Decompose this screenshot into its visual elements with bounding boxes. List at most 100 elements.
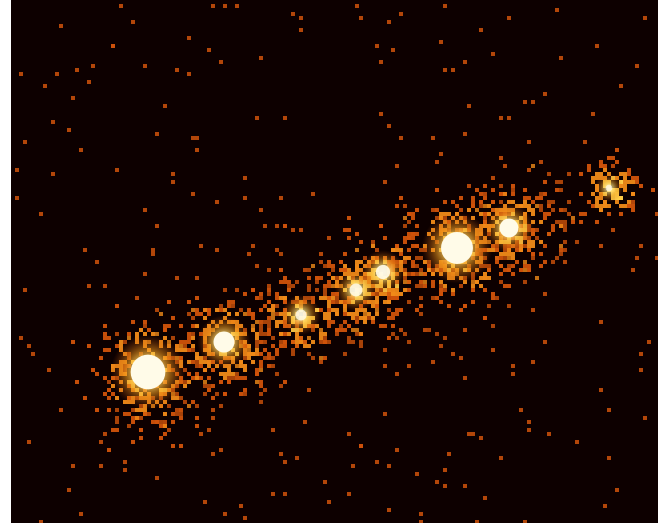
noise-pixel bbox=[559, 56, 563, 60]
noise-pixel bbox=[327, 340, 331, 344]
noise-pixel bbox=[635, 176, 639, 180]
noise-pixel bbox=[323, 332, 327, 336]
noise-pixel bbox=[579, 192, 583, 196]
noise-pixel bbox=[419, 272, 423, 276]
noise-pixel bbox=[303, 268, 307, 272]
noise-pixel bbox=[195, 324, 199, 328]
noise-pixel bbox=[527, 204, 531, 208]
noise-pixel bbox=[387, 336, 391, 340]
noise-pixel bbox=[359, 240, 363, 244]
noise-pixel bbox=[363, 320, 367, 324]
noise-pixel bbox=[619, 196, 623, 200]
noise-pixel bbox=[443, 288, 447, 292]
noise-pixel bbox=[319, 356, 323, 360]
noise-pixel bbox=[131, 20, 135, 24]
noise-pixel bbox=[327, 272, 331, 276]
noise-pixel bbox=[359, 340, 363, 344]
noise-pixel bbox=[603, 504, 607, 508]
noise-pixel bbox=[563, 208, 567, 212]
noise-pixel bbox=[91, 64, 95, 68]
noise-pixel bbox=[483, 276, 487, 280]
noise-pixel bbox=[419, 296, 423, 300]
noise-pixel bbox=[491, 188, 495, 192]
noise-pixel bbox=[139, 416, 143, 420]
noise-pixel bbox=[623, 204, 627, 208]
noise-pixel bbox=[395, 244, 399, 248]
noise-pixel bbox=[283, 460, 287, 464]
noise-pixel bbox=[635, 180, 639, 184]
noise-pixel bbox=[559, 244, 563, 248]
noise-pixel bbox=[179, 340, 183, 344]
noise-pixel bbox=[299, 228, 303, 232]
noise-pixel bbox=[183, 380, 187, 384]
noise-pixel bbox=[511, 252, 515, 256]
noise-pixel bbox=[403, 276, 407, 280]
noise-pixel bbox=[143, 324, 147, 328]
noise-pixel bbox=[303, 344, 307, 348]
noise-pixel bbox=[279, 252, 283, 256]
noise-pixel bbox=[251, 312, 255, 316]
noise-pixel bbox=[295, 344, 299, 348]
noise-pixel bbox=[439, 288, 443, 292]
noise-pixel bbox=[223, 288, 227, 292]
noise-pixel bbox=[151, 248, 155, 252]
noise-pixel bbox=[399, 196, 403, 200]
noise-pixel bbox=[355, 328, 359, 332]
noise-pixel bbox=[19, 72, 23, 76]
noise-pixel bbox=[343, 264, 347, 268]
noise-pixel bbox=[415, 208, 419, 212]
noise-pixel bbox=[443, 200, 447, 204]
noise-pixel bbox=[399, 328, 403, 332]
noise-pixel bbox=[355, 264, 359, 268]
noise-pixel bbox=[531, 208, 535, 212]
noise-pixel bbox=[499, 280, 503, 284]
noise-pixel bbox=[323, 288, 327, 292]
noise-pixel bbox=[307, 388, 311, 392]
noise-pixel bbox=[103, 376, 107, 380]
noise-pixel bbox=[171, 336, 175, 340]
noise-pixel bbox=[371, 320, 375, 324]
noise-pixel bbox=[271, 356, 275, 360]
noise-pixel bbox=[527, 268, 531, 272]
noise-pixel bbox=[199, 312, 203, 316]
noise-pixel bbox=[607, 456, 611, 460]
noise-pixel bbox=[239, 364, 243, 368]
noise-pixel bbox=[631, 268, 635, 272]
noise-pixel bbox=[311, 264, 315, 268]
noise-pixel bbox=[211, 416, 215, 420]
noise-pixel bbox=[219, 448, 223, 452]
noise-pixel bbox=[123, 412, 127, 416]
noise-pixel bbox=[319, 332, 323, 336]
noise-pixel bbox=[67, 128, 71, 132]
noise-pixel bbox=[179, 396, 183, 400]
noise-pixel bbox=[407, 220, 411, 224]
noise-pixel bbox=[267, 332, 271, 336]
noise-pixel bbox=[179, 348, 183, 352]
noise-pixel bbox=[463, 60, 467, 64]
noise-pixel bbox=[263, 320, 267, 324]
noise-pixel bbox=[567, 212, 571, 216]
noise-pixel bbox=[319, 260, 323, 264]
noise-pixel bbox=[503, 164, 507, 168]
noise-pixel bbox=[279, 332, 283, 336]
noise-pixel bbox=[511, 188, 515, 192]
noise-pixel bbox=[203, 384, 207, 388]
noise-pixel bbox=[371, 316, 375, 320]
noise-pixel bbox=[227, 368, 231, 372]
noise-pixel bbox=[195, 356, 199, 360]
noise-pixel bbox=[99, 440, 103, 444]
noise-pixel bbox=[563, 260, 567, 264]
noise-pixel bbox=[351, 328, 355, 332]
noise-pixel bbox=[331, 308, 335, 312]
noise-pixel bbox=[555, 8, 559, 12]
noise-pixel bbox=[143, 320, 147, 324]
noise-pixel bbox=[203, 500, 207, 504]
noise-pixel bbox=[423, 284, 427, 288]
noise-pixel bbox=[259, 296, 263, 300]
noise-pixel bbox=[479, 436, 483, 440]
noise-pixel bbox=[331, 264, 335, 268]
noise-pixel bbox=[335, 308, 339, 312]
noise-pixel bbox=[215, 200, 219, 204]
noise-pixel bbox=[267, 316, 271, 320]
noise-pixel bbox=[435, 160, 439, 164]
